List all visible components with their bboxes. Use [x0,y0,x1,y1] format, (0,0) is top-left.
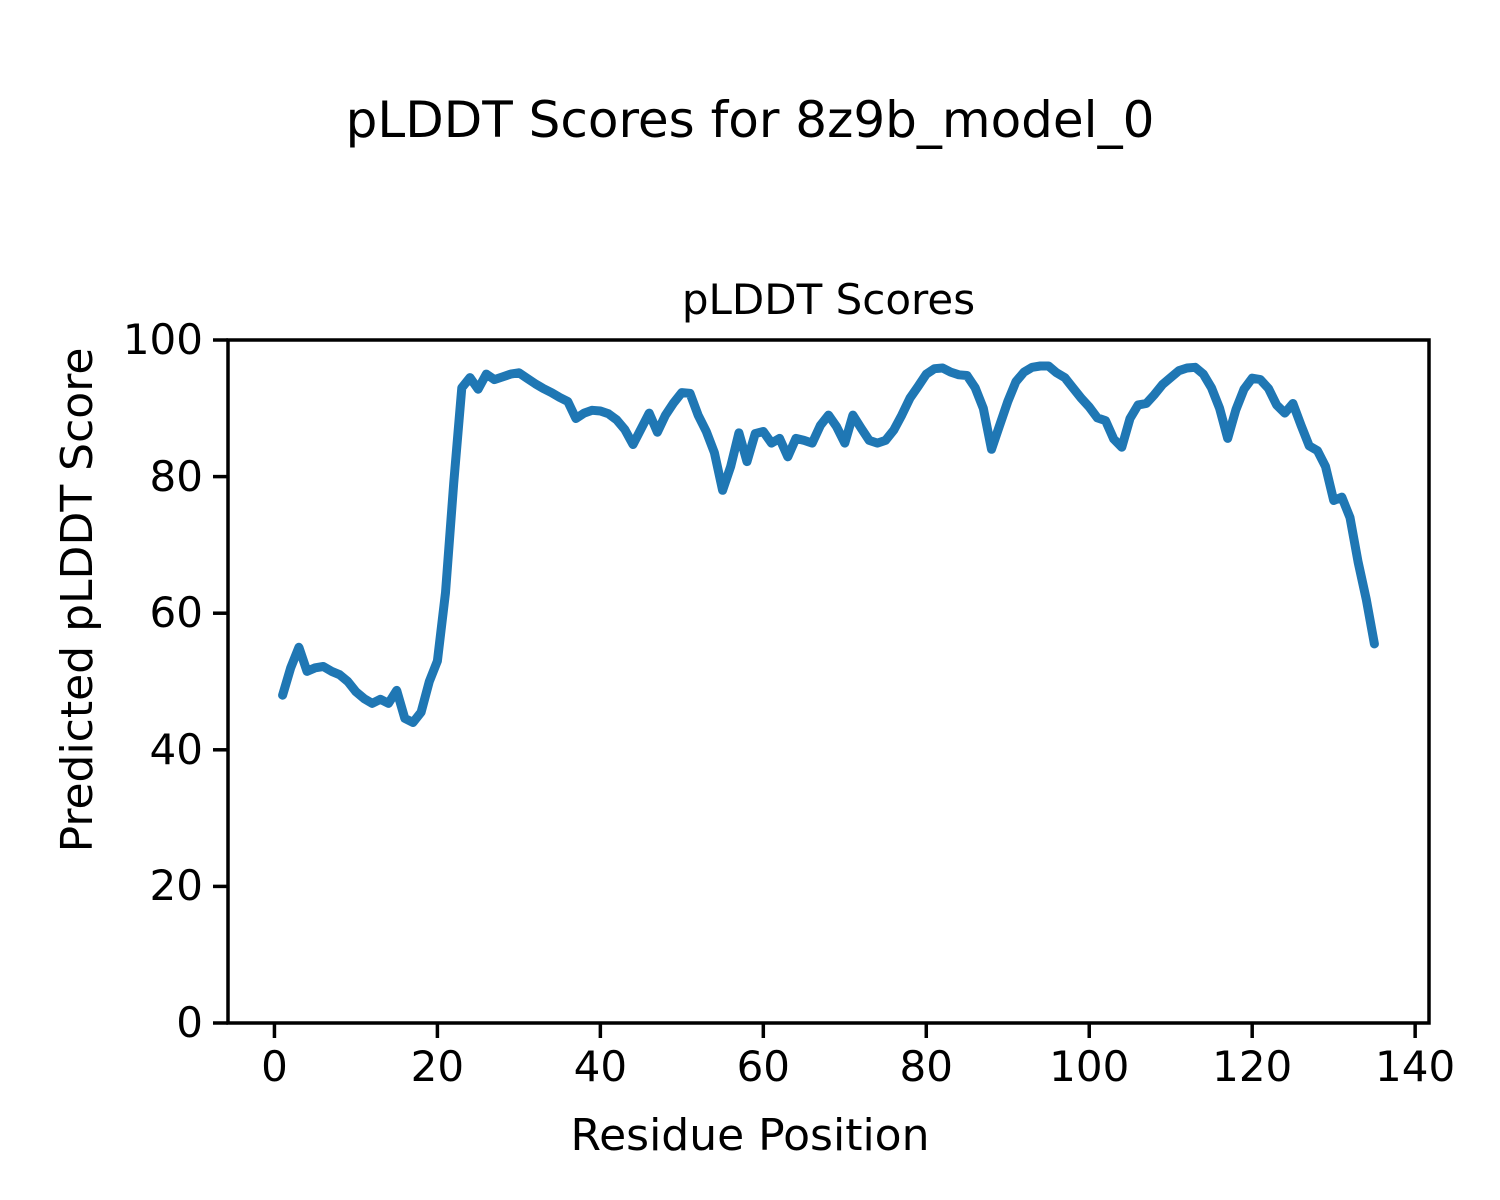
y-tick-label: 40 [149,724,203,774]
x-tick-label: 80 [899,1042,953,1091]
plddt-line [278,361,1379,727]
x-tick-label: 120 [1212,1042,1293,1091]
x-tick-label: 60 [736,1042,791,1091]
figure-suptitle: pLDDT Scores for 8z9b_model_0 [345,91,1155,149]
y-tick-label: 20 [149,861,203,911]
y-tick-label: 60 [149,588,203,638]
x-tick-label: 0 [261,1042,288,1091]
axes-spines [226,338,1431,1025]
axes-title: pLDDT Scores [681,275,976,324]
y-tick-label: 0 [176,998,203,1047]
x-tick-label: 40 [573,1042,628,1091]
x-tick-label: 100 [1049,1042,1130,1091]
x-tick-label: 140 [1375,1042,1456,1091]
x-tick-label: 20 [410,1042,465,1091]
y-tick-label: 100 [122,315,203,364]
x-axis-label: Residue Position [570,1110,930,1161]
y-tick-label: 80 [149,451,203,501]
y-axis-label: Predicted pLDDT Score [52,347,103,853]
